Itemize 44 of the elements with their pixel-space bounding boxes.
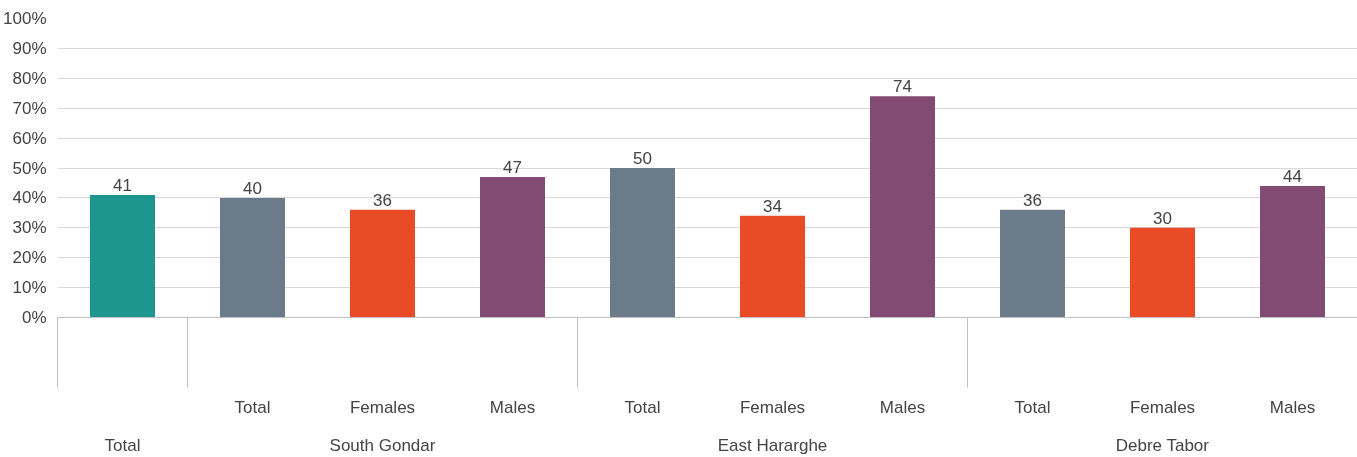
x-tick-label: Females	[1129, 397, 1196, 417]
data-label: 74	[893, 77, 912, 97]
y-tick-label: 0%	[21, 308, 47, 327]
bar	[610, 168, 675, 318]
data-label: 50	[633, 149, 652, 168]
text: East Hararghe	[717, 435, 828, 455]
data-label: 30	[1153, 208, 1172, 228]
text: Debre Tabor	[1115, 435, 1210, 455]
bar	[870, 96, 935, 318]
x-tick-label: Females	[349, 397, 416, 417]
bar	[220, 197, 285, 318]
data-label: 36	[373, 190, 392, 210]
x-tick-label: Males	[1269, 397, 1316, 417]
bar	[740, 215, 805, 318]
x-tick-label: Total	[624, 397, 661, 417]
data-label: 41	[113, 175, 132, 195]
y-tick-label: 50%	[12, 158, 47, 178]
x-tick-label: Females	[739, 397, 806, 417]
y-tick-label: 40%	[12, 188, 47, 208]
bar	[480, 176, 545, 318]
data-label: 44	[1283, 166, 1302, 186]
y-tick-label: 90%	[12, 38, 47, 58]
bar	[90, 194, 155, 318]
bar	[1130, 227, 1195, 318]
x-tick-label: Total	[1014, 397, 1051, 417]
y-tick-label: 70%	[12, 98, 47, 118]
data-label: 36	[1023, 190, 1042, 210]
x-tick-label: Males	[489, 397, 536, 417]
x-tick-label: Total	[234, 397, 271, 417]
data-label: 40	[243, 178, 262, 198]
data-label: 47	[503, 157, 522, 177]
y-tick-label: 10%	[12, 278, 47, 298]
y-tick-label: 100%	[3, 9, 47, 28]
text: South Gondar	[329, 435, 436, 455]
y-tick-label: 30%	[12, 218, 47, 238]
bar	[350, 209, 415, 318]
bar	[1260, 185, 1325, 318]
x-tick-label: Males	[879, 397, 926, 417]
y-tick-label: 80%	[12, 68, 47, 88]
bar	[1000, 209, 1065, 318]
data-label: 34	[763, 196, 782, 216]
y-tick-label: 20%	[12, 248, 47, 268]
text: Total	[104, 435, 141, 455]
y-tick-label: 60%	[12, 128, 47, 148]
